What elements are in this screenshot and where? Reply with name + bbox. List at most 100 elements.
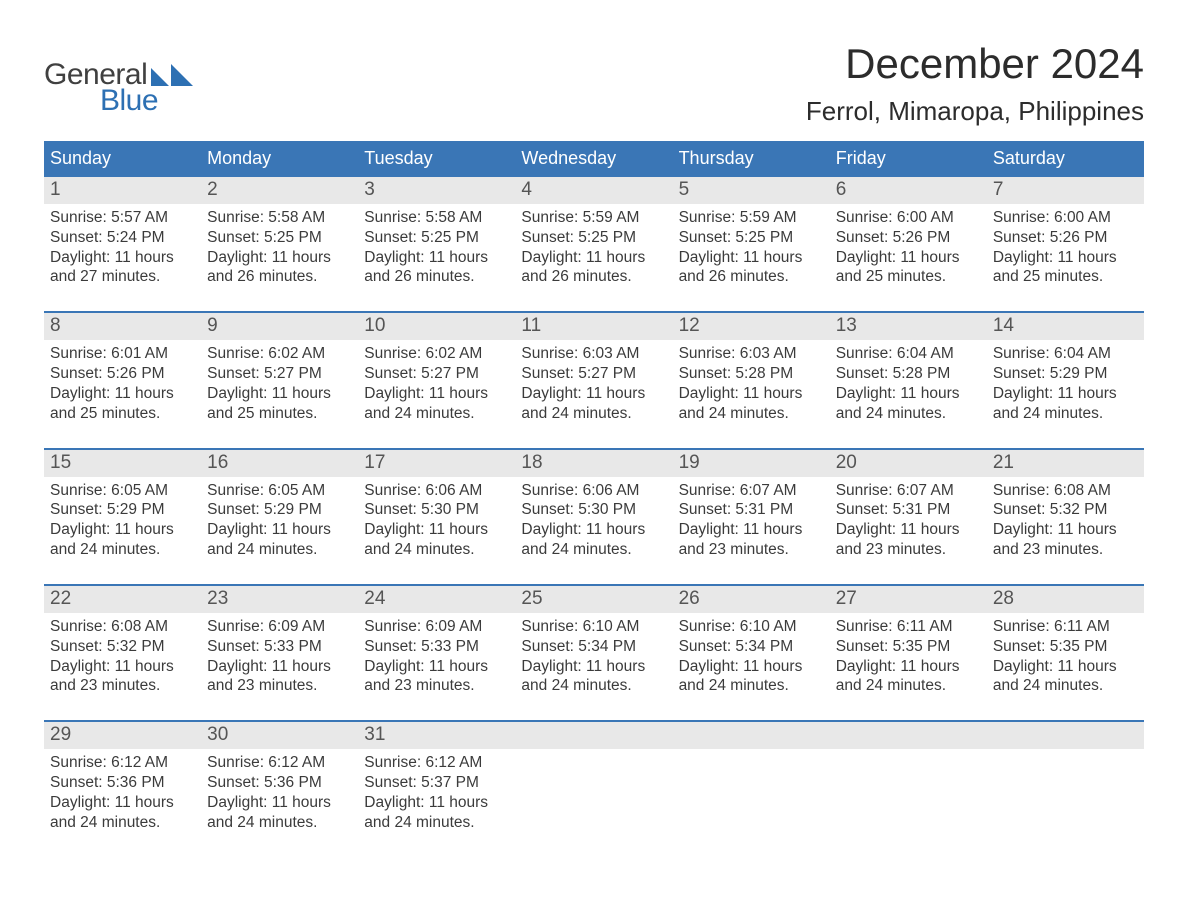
day-d2: and 25 minutes. — [836, 267, 981, 287]
calendar-day-cell: Sunrise: 6:07 AMSunset: 5:31 PMDaylight:… — [673, 477, 830, 566]
day-d2: and 24 minutes. — [836, 676, 981, 696]
day-d2: and 23 minutes. — [836, 540, 981, 560]
day-number: 22 — [44, 586, 201, 613]
day-number: 13 — [830, 313, 987, 340]
day-d2: and 24 minutes. — [207, 813, 352, 833]
calendar-day-cell: Sunrise: 6:05 AMSunset: 5:29 PMDaylight:… — [201, 477, 358, 566]
day-number — [673, 722, 830, 749]
day-number: 26 — [673, 586, 830, 613]
day-sunrise: Sunrise: 6:05 AM — [50, 481, 195, 501]
header: General Blue December 2024 Ferrol, Mimar… — [44, 40, 1144, 127]
day-d1: Daylight: 11 hours — [521, 384, 666, 404]
day-d1: Daylight: 11 hours — [993, 248, 1138, 268]
day-sunset: Sunset: 5:31 PM — [836, 500, 981, 520]
title-block: December 2024 Ferrol, Mimaropa, Philippi… — [806, 40, 1144, 127]
day-d1: Daylight: 11 hours — [836, 384, 981, 404]
day-sunset: Sunset: 5:33 PM — [207, 637, 352, 657]
day-d2: and 24 minutes. — [993, 676, 1138, 696]
day-number: 14 — [987, 313, 1144, 340]
day-number: 17 — [358, 450, 515, 477]
day-sunset: Sunset: 5:27 PM — [521, 364, 666, 384]
day-number — [987, 722, 1144, 749]
day-sunset: Sunset: 5:32 PM — [993, 500, 1138, 520]
calendar-week: 15161718192021Sunrise: 6:05 AMSunset: 5:… — [44, 448, 1144, 566]
day-sunrise: Sunrise: 6:04 AM — [993, 344, 1138, 364]
day-number: 31 — [358, 722, 515, 749]
logo: General Blue — [44, 40, 193, 118]
day-sunset: Sunset: 5:34 PM — [521, 637, 666, 657]
calendar-week: 891011121314Sunrise: 6:01 AMSunset: 5:26… — [44, 311, 1144, 429]
day-sunrise: Sunrise: 6:10 AM — [679, 617, 824, 637]
calendar-day-cell: Sunrise: 6:04 AMSunset: 5:29 PMDaylight:… — [987, 340, 1144, 429]
day-number: 21 — [987, 450, 1144, 477]
dow-friday: Friday — [830, 141, 987, 177]
day-d1: Daylight: 11 hours — [207, 248, 352, 268]
calendar-day-cell: Sunrise: 6:09 AMSunset: 5:33 PMDaylight:… — [358, 613, 515, 702]
day-sunrise: Sunrise: 5:57 AM — [50, 208, 195, 228]
calendar-day-cell: Sunrise: 6:05 AMSunset: 5:29 PMDaylight:… — [44, 477, 201, 566]
day-number: 15 — [44, 450, 201, 477]
day-number — [515, 722, 672, 749]
day-sunrise: Sunrise: 5:59 AM — [679, 208, 824, 228]
day-sunset: Sunset: 5:36 PM — [50, 773, 195, 793]
day-d1: Daylight: 11 hours — [364, 793, 509, 813]
day-number: 30 — [201, 722, 358, 749]
day-d2: and 24 minutes. — [364, 404, 509, 424]
day-d2: and 26 minutes. — [521, 267, 666, 287]
day-number-band: 22232425262728 — [44, 586, 1144, 613]
day-d1: Daylight: 11 hours — [993, 657, 1138, 677]
calendar-day-cell: Sunrise: 6:10 AMSunset: 5:34 PMDaylight:… — [515, 613, 672, 702]
day-sunset: Sunset: 5:26 PM — [993, 228, 1138, 248]
day-sunrise: Sunrise: 6:00 AM — [836, 208, 981, 228]
day-number — [830, 722, 987, 749]
dow-tuesday: Tuesday — [358, 141, 515, 177]
day-sunrise: Sunrise: 6:08 AM — [993, 481, 1138, 501]
day-sunrise: Sunrise: 6:00 AM — [993, 208, 1138, 228]
logo-mark-icon — [151, 64, 193, 86]
day-number: 23 — [201, 586, 358, 613]
day-sunrise: Sunrise: 5:58 AM — [364, 208, 509, 228]
calendar-day-cell: Sunrise: 6:03 AMSunset: 5:28 PMDaylight:… — [673, 340, 830, 429]
day-sunset: Sunset: 5:26 PM — [50, 364, 195, 384]
day-d2: and 26 minutes. — [207, 267, 352, 287]
day-d1: Daylight: 11 hours — [521, 657, 666, 677]
day-d1: Daylight: 11 hours — [836, 520, 981, 540]
day-sunrise: Sunrise: 6:11 AM — [836, 617, 981, 637]
day-d1: Daylight: 11 hours — [50, 384, 195, 404]
calendar-day-cell: Sunrise: 6:04 AMSunset: 5:28 PMDaylight:… — [830, 340, 987, 429]
day-d2: and 25 minutes. — [993, 267, 1138, 287]
day-d1: Daylight: 11 hours — [364, 384, 509, 404]
calendar-day-cell: Sunrise: 6:08 AMSunset: 5:32 PMDaylight:… — [987, 477, 1144, 566]
calendar-day-cell: Sunrise: 6:09 AMSunset: 5:33 PMDaylight:… — [201, 613, 358, 702]
day-number: 7 — [987, 177, 1144, 204]
day-number: 20 — [830, 450, 987, 477]
calendar-day-cell: Sunrise: 6:03 AMSunset: 5:27 PMDaylight:… — [515, 340, 672, 429]
calendar-day-cell: Sunrise: 6:00 AMSunset: 5:26 PMDaylight:… — [987, 204, 1144, 293]
dow-thursday: Thursday — [673, 141, 830, 177]
calendar-day-cell: Sunrise: 6:02 AMSunset: 5:27 PMDaylight:… — [358, 340, 515, 429]
day-d2: and 25 minutes. — [207, 404, 352, 424]
day-d1: Daylight: 11 hours — [679, 657, 824, 677]
day-d2: and 27 minutes. — [50, 267, 195, 287]
day-sunrise: Sunrise: 6:06 AM — [521, 481, 666, 501]
day-number: 24 — [358, 586, 515, 613]
day-number: 4 — [515, 177, 672, 204]
day-sunrise: Sunrise: 6:12 AM — [207, 753, 352, 773]
day-sunset: Sunset: 5:25 PM — [364, 228, 509, 248]
day-number: 2 — [201, 177, 358, 204]
day-sunrise: Sunrise: 6:02 AM — [364, 344, 509, 364]
day-d2: and 24 minutes. — [521, 404, 666, 424]
day-number-band: 1234567 — [44, 177, 1144, 204]
day-number: 25 — [515, 586, 672, 613]
day-d2: and 26 minutes. — [364, 267, 509, 287]
dow-saturday: Saturday — [987, 141, 1144, 177]
day-sunrise: Sunrise: 6:12 AM — [50, 753, 195, 773]
calendar-day-cell: Sunrise: 6:08 AMSunset: 5:32 PMDaylight:… — [44, 613, 201, 702]
day-d1: Daylight: 11 hours — [521, 520, 666, 540]
day-d2: and 23 minutes. — [207, 676, 352, 696]
calendar-day-cell: Sunrise: 5:59 AMSunset: 5:25 PMDaylight:… — [673, 204, 830, 293]
dow-monday: Monday — [201, 141, 358, 177]
day-d1: Daylight: 11 hours — [364, 520, 509, 540]
location-title: Ferrol, Mimaropa, Philippines — [806, 96, 1144, 127]
day-sunset: Sunset: 5:25 PM — [679, 228, 824, 248]
